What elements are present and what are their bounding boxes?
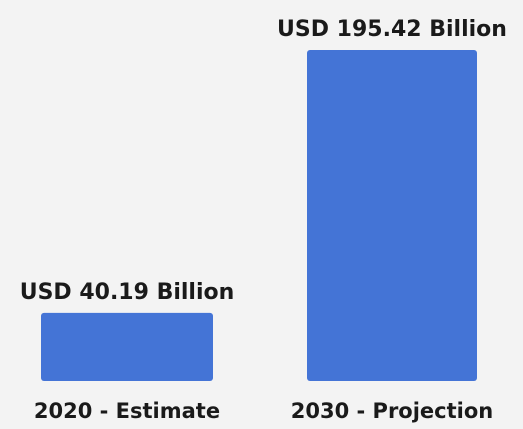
bars-layer xyxy=(41,50,477,381)
bar-2 xyxy=(307,50,477,381)
category-label-1: 2020 - Estimate xyxy=(34,399,220,423)
data-label-2: USD 195.42 Billion xyxy=(277,17,507,42)
bar-1 xyxy=(41,312,213,381)
category-label-2: 2030 - Projection xyxy=(291,399,493,423)
data-label-1: USD 40.19 Billion xyxy=(20,280,235,305)
labels-layer: USD 40.19 Billion 2020 - Estimate USD 195.… xyxy=(20,17,507,423)
